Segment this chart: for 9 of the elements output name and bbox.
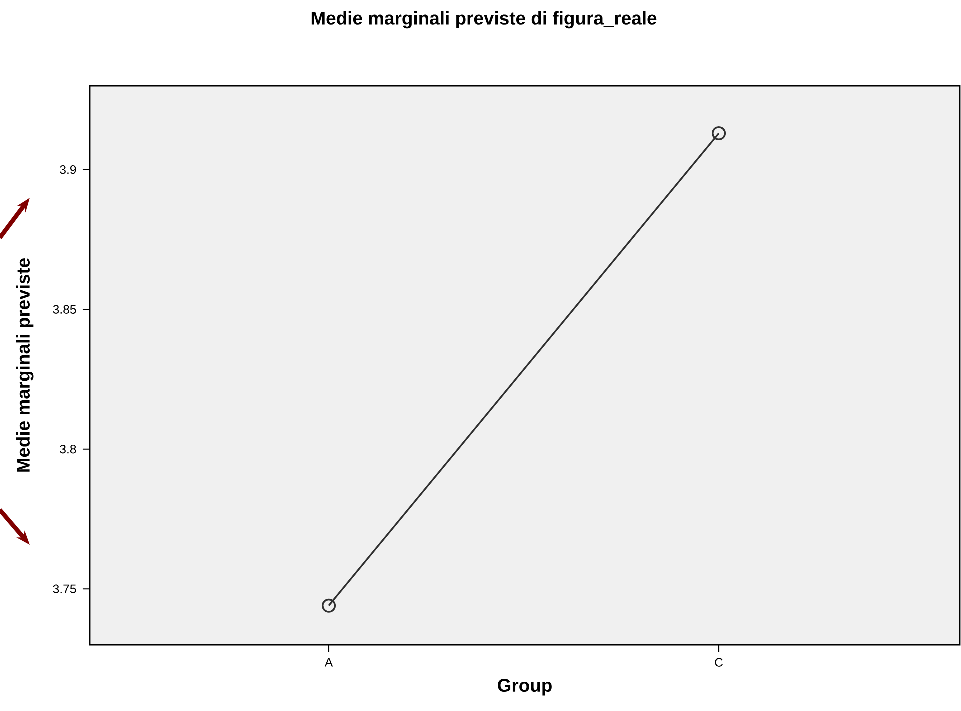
y-tick-label: 3.9	[60, 166, 76, 174]
y-tick-label: 3.75	[53, 584, 76, 594]
y-tick-label: 3.8	[60, 445, 76, 454]
y-axis-title: Medie marginali previste	[16, 258, 34, 472]
x-tick-label: C	[715, 658, 723, 667]
x-tick-label: A	[324, 658, 334, 667]
y-tick-label: 3.85	[53, 305, 76, 314]
x-axis-title: Group	[498, 679, 552, 696]
chart-title: Medie marginali previste di figura_reale	[312, 11, 657, 29]
